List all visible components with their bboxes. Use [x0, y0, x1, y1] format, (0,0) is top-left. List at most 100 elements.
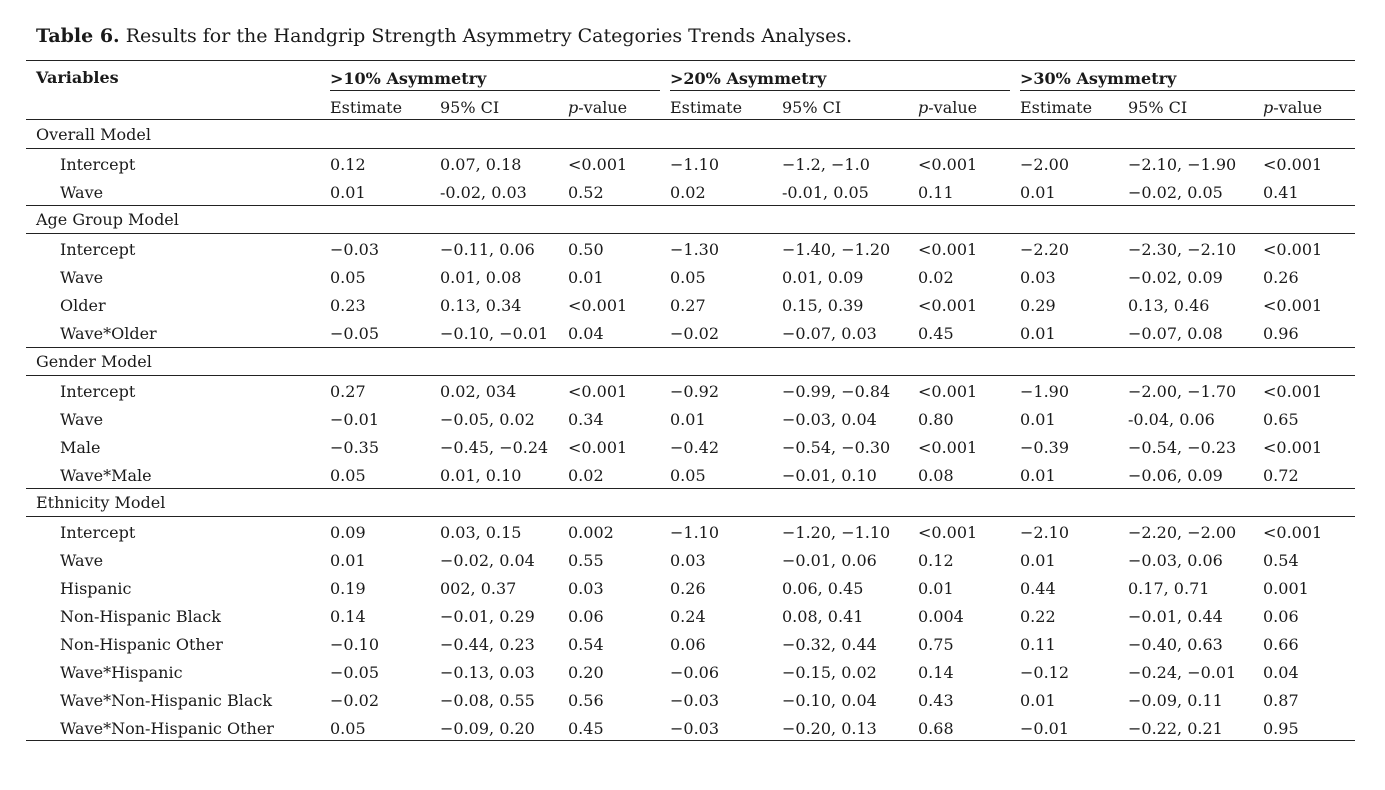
table-cell: <0.001	[568, 438, 628, 457]
table-cell: 0.54	[1263, 551, 1299, 570]
table-cell: −0.02	[670, 324, 720, 343]
table-cell: 0.11	[918, 183, 954, 202]
row-label: Non-Hispanic Other	[60, 635, 223, 654]
table-cell: −0.02, 0.05	[1128, 183, 1223, 202]
table-cell: 0.41	[1263, 183, 1299, 202]
table-cell: 0.45	[918, 324, 954, 343]
table-cell: 0.23	[330, 296, 366, 315]
column-header-ci: 95% CI	[1128, 98, 1188, 117]
row-label: Intercept	[60, 382, 136, 401]
table-cell: 0.05	[670, 268, 706, 287]
table-cell: −0.13, 0.03	[440, 663, 535, 682]
row-label: Wave*Male	[60, 466, 152, 485]
section-bottom-rule	[26, 347, 1355, 348]
row-label: Wave*Older	[60, 324, 157, 343]
row-label: Intercept	[60, 155, 136, 174]
p-suffix: -value	[928, 98, 978, 117]
table-cell: −0.44, 0.23	[440, 635, 535, 654]
table-cell: <0.001	[1263, 523, 1323, 542]
table-cell: 0.15, 0.39	[782, 296, 864, 315]
table-cell: −0.01, 0.06	[782, 551, 877, 570]
table-cell: 0.01, 0.08	[440, 268, 522, 287]
table-cell: 0.01	[670, 410, 706, 429]
table-cell: −0.35	[330, 438, 380, 457]
table-cell: −0.02, 0.04	[440, 551, 535, 570]
section-title-rule	[26, 375, 1355, 376]
table-cell: 0.02	[568, 466, 604, 485]
p-italic: p	[918, 98, 929, 117]
table-cell: 0.04	[568, 324, 604, 343]
table-cell: 0.01	[1020, 410, 1056, 429]
table-cell: −0.07, 0.03	[782, 324, 877, 343]
table-cell: 0.80	[918, 410, 954, 429]
table-cell: 0.09	[330, 523, 366, 542]
column-group-rule	[330, 90, 660, 91]
table-cell: 0.96	[1263, 324, 1299, 343]
table-cell: −0.92	[670, 382, 720, 401]
table-cell: 0.03, 0.15	[440, 523, 522, 542]
table-cell: 0.01	[1020, 691, 1056, 710]
table-cell: −0.03, 0.06	[1128, 551, 1223, 570]
table-cell: 0.02	[670, 183, 706, 202]
table-cell: 0.50	[568, 240, 604, 259]
section-title-rule	[26, 233, 1355, 234]
table-cell: 0.05	[330, 268, 366, 287]
table-cell: 0.20	[568, 663, 604, 682]
table-cell: −0.22, 0.21	[1128, 719, 1223, 738]
row-label: Intercept	[60, 523, 136, 542]
table-cell: 0.44	[1020, 579, 1056, 598]
table-cell: 0.01	[330, 183, 366, 202]
table-cell: −0.54, −0.23	[1128, 438, 1237, 457]
table-cell: <0.001	[918, 240, 978, 259]
table-cell: −1.30	[670, 240, 720, 259]
table-cell: −2.00, −1.70	[1128, 382, 1237, 401]
table-cell: −0.10	[330, 635, 380, 654]
table-cell: 002, 0.37	[440, 579, 517, 598]
column-header-variables: Variables	[36, 68, 119, 87]
table-cell: <0.001	[1263, 296, 1323, 315]
table-cell: 0.06	[1263, 607, 1299, 626]
table-cell: 0.14	[918, 663, 954, 682]
table-cell: 0.03	[1020, 268, 1056, 287]
table-cell: -0.01, 0.05	[782, 183, 869, 202]
table-cell: 0.004	[918, 607, 964, 626]
table-cell: 0.34	[568, 410, 604, 429]
table-cell: −0.10, −0.01	[440, 324, 549, 343]
row-label: Wave	[60, 268, 104, 287]
table-cell: −1.2, −1.0	[782, 155, 870, 174]
table-cell: <0.001	[1263, 382, 1323, 401]
table-cell: −2.00	[1020, 155, 1070, 174]
table-cell: −0.11, 0.06	[440, 240, 535, 259]
table-cell: −0.20, 0.13	[782, 719, 877, 738]
table-top-rule	[26, 60, 1355, 61]
table-cell: 0.68	[918, 719, 954, 738]
table-cell: −0.01	[330, 410, 380, 429]
table-cell: −0.42	[670, 438, 720, 457]
table-cell: 0.02, 034	[440, 382, 517, 401]
table-cell: <0.001	[568, 155, 628, 174]
row-label: Older	[60, 296, 106, 315]
section-title: Ethnicity Model	[36, 493, 166, 512]
table-cell: 0.03	[670, 551, 706, 570]
table-cell: 0.22	[1020, 607, 1056, 626]
table-cell: −0.54, −0.30	[782, 438, 891, 457]
row-label: Male	[60, 438, 101, 457]
table-cell: <0.001	[568, 382, 628, 401]
section-title: Age Group Model	[36, 210, 179, 229]
table-cell: 0.43	[918, 691, 954, 710]
table-cell: −1.40, −1.20	[782, 240, 891, 259]
column-header-estimate: Estimate	[670, 98, 743, 117]
table-cell: −0.24, −0.01	[1128, 663, 1237, 682]
table-cell: −0.02, 0.09	[1128, 268, 1223, 287]
table-cell: 0.05	[330, 719, 366, 738]
table-cell: 0.001	[1263, 579, 1309, 598]
column-group-header: >30% Asymmetry	[1020, 69, 1177, 88]
section-bottom-rule	[26, 205, 1355, 206]
column-header-estimate: Estimate	[1020, 98, 1093, 117]
table-cell: 0.02	[918, 268, 954, 287]
table-cell: 0.04	[1263, 663, 1299, 682]
table-cell: 0.55	[568, 551, 604, 570]
column-header-p-value: p-value	[918, 98, 977, 118]
table-cell: 0.12	[330, 155, 366, 174]
table-cell: 0.05	[330, 466, 366, 485]
